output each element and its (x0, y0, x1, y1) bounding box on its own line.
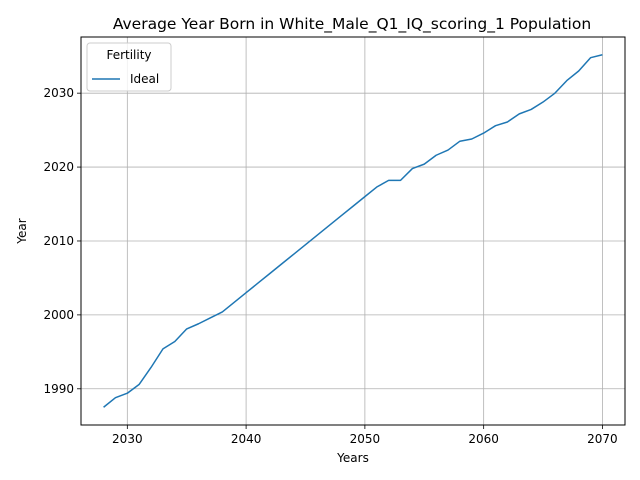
series-layer (103, 54, 603, 408)
x-tick-label: 2040 (231, 432, 262, 446)
legend: Fertility Ideal (86, 42, 172, 92)
y-tick-label: 1990 (43, 382, 74, 396)
legend-entry-ideal: Ideal (130, 72, 159, 86)
y-tick-label: 2000 (43, 308, 74, 322)
x-tick-label: 2070 (587, 432, 618, 446)
legend-title: Fertility (106, 48, 151, 62)
chart-title: Average Year Born in White_Male_Q1_IQ_sc… (113, 15, 591, 34)
y-tick-label: 2010 (43, 234, 74, 248)
x-axis-ticks: 2030 2040 2050 2060 2070 (112, 425, 618, 446)
x-axis-label: Years (336, 451, 369, 465)
x-tick-label: 2050 (350, 432, 381, 446)
plot-frame (80, 36, 626, 426)
y-tick-label: 2030 (43, 86, 74, 100)
y-tick-label: 2020 (43, 160, 74, 174)
series-line-ideal (103, 54, 603, 408)
x-tick-label: 2060 (468, 432, 499, 446)
x-tick-label: 2030 (112, 432, 143, 446)
y-axis-label: Year (15, 218, 29, 244)
grid-lines (81, 37, 625, 425)
y-axis-ticks: 1990 2000 2010 2020 2030 (43, 86, 81, 396)
